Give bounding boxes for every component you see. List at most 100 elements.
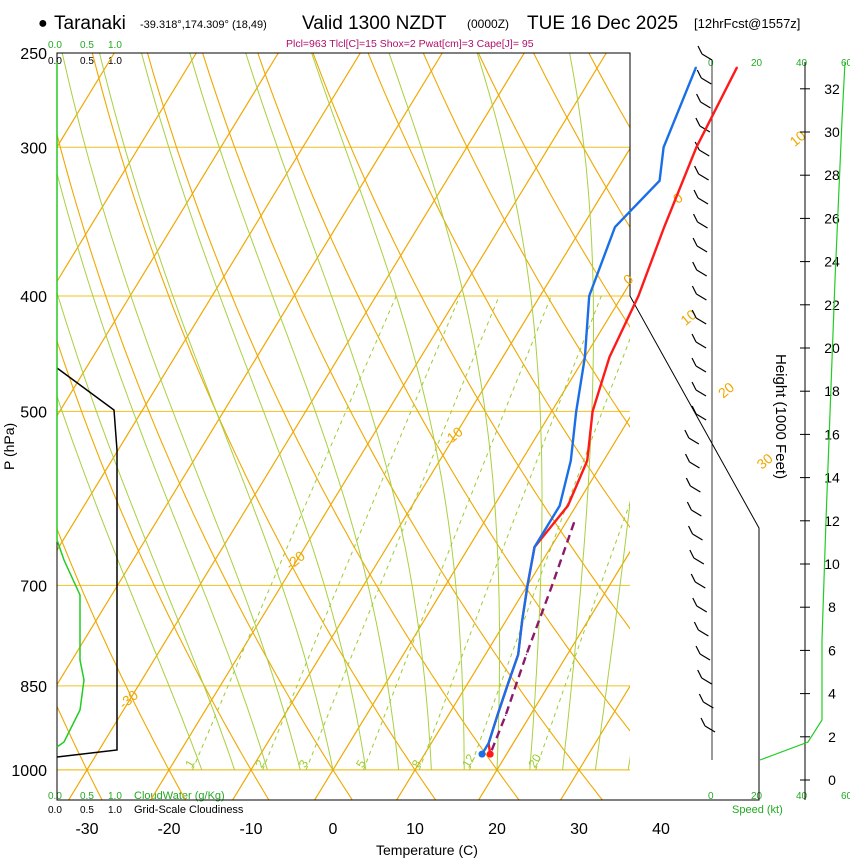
mixing-ratio-line [469, 337, 630, 771]
moist-adiabat-line [562, 53, 594, 770]
mixing-ratio-label: 3 [296, 757, 312, 770]
height-tick-label: 24 [824, 254, 840, 270]
dry-adiabat-line [57, 132, 353, 800]
parcel-line-point [551, 584, 553, 587]
location-coords: -39.318°,174.309° (18,49) [140, 19, 267, 31]
dry-adiabat-line [57, 339, 270, 800]
wind-barb [695, 317, 707, 325]
wind-barb [694, 581, 706, 589]
isotherm-line [57, 53, 361, 552]
height-axis-title: Height (1000 Feet) [772, 354, 789, 479]
cloudiness-label: Grid-Scale Cloudiness [134, 804, 244, 816]
dry-adiabat-line [57, 527, 186, 800]
speed-bottom-tick: 20 [751, 791, 763, 802]
plot-area [57, 53, 630, 800]
dry-adiabat-line [367, 53, 630, 529]
wind-barb-flag [695, 645, 701, 655]
dry-adiabat-line [146, 53, 520, 800]
wind-barb [690, 485, 701, 493]
speed-top-tick: 0 [708, 58, 714, 69]
isotherm-line [560, 685, 630, 800]
cloudiness-top-tick: 0.5 [80, 56, 94, 67]
parcel-line [489, 522, 576, 755]
wind-barb [696, 245, 708, 253]
moist-adiabat-line [594, 499, 630, 770]
temperature-tick-label: 20 [488, 821, 506, 838]
wind-barb-flag [691, 309, 697, 319]
dry-adiabat-line [422, 53, 630, 428]
height-tick-label: 30 [824, 124, 840, 140]
temperature-line [487, 66, 739, 755]
moist-adiabat-line [57, 290, 236, 771]
temperature-tick-label: -10 [239, 821, 262, 838]
cloudiness-bottom-tick: 1.0 [108, 805, 122, 816]
height-tick-label: 0 [828, 772, 836, 788]
wind-speed-profile [759, 61, 846, 761]
wind-barb-flag [688, 525, 694, 535]
dry-adiabat-line [91, 53, 437, 800]
isotherm-line [232, 147, 630, 800]
isotherm-line [68, 53, 525, 800]
mixing-ratio-label: 2 [252, 757, 268, 770]
temperature-tick-label: 0 [329, 821, 338, 838]
wind-barb [692, 533, 703, 541]
wind-barb [698, 149, 710, 157]
wind-barb [695, 389, 707, 397]
temperature-line-point [736, 66, 738, 69]
dewpoint-line-point [569, 459, 572, 462]
mixing-ratio-line [305, 295, 500, 771]
cloudiness-profile [56, 367, 118, 758]
dry-adiabat-line [312, 53, 630, 630]
height-tick-label: 4 [828, 686, 836, 702]
isotherm-line [396, 416, 630, 800]
wind-barb-flag [686, 501, 692, 511]
temperature-line-point [695, 146, 698, 149]
height-tick-label: 12 [824, 513, 840, 529]
mixing-ratio-line [192, 295, 397, 771]
isotherm-line [150, 53, 607, 800]
isotherm-line [57, 53, 443, 686]
wind-barb [689, 461, 700, 469]
wind-barb-flag [691, 381, 697, 391]
wind-barb-flag [696, 69, 702, 79]
dewpoint-line-point [496, 714, 499, 717]
forecast-info: [12hrFcst@1557z] [694, 16, 800, 31]
isotherm-line [478, 550, 630, 800]
wind-barb [701, 677, 713, 685]
moist-adiabat-line [476, 53, 543, 770]
dry-adiabat-line [57, 705, 103, 800]
dewpoint-line-point [614, 226, 616, 228]
stability-indices: Plcl=963 Tlcl[C]=15 Shox=2 Pwat[cm]=3 Ca… [286, 38, 534, 50]
cloudwater-profile [56, 62, 85, 748]
location-title: Taranaki [54, 13, 126, 34]
wind-barb [703, 701, 714, 709]
isotherm-label: 0 [620, 270, 636, 287]
speed-top-tick: 20 [751, 58, 763, 69]
wind-barb-flag [693, 621, 699, 631]
height-tick-label: 2 [828, 729, 836, 745]
valid-date: TUE 16 Dec 2025 [527, 13, 678, 34]
moist-adiabat-line [141, 53, 367, 770]
plot-layer: 1 2 3 5 8 12 20-30-20-100100102030250300400500… [11, 45, 846, 838]
wind-barb [696, 605, 708, 613]
dewpoint-line-point [533, 546, 536, 548]
dewpoint-line-point [575, 410, 578, 413]
dewpoint-line-point [658, 179, 661, 182]
pressure-tick-label: 1000 [11, 763, 47, 780]
wind-barb-flag [691, 405, 697, 415]
wind-barb-flag [689, 549, 695, 559]
height-tick-label: 16 [824, 426, 840, 442]
height-tick-label: 22 [824, 297, 840, 313]
plot-border [56, 52, 760, 801]
dewpoint-line-point [558, 504, 561, 507]
isotherm-line [57, 53, 279, 417]
temperature-tick-label: -20 [157, 821, 180, 838]
wind-barb-flag [695, 117, 701, 127]
temperature-tick-label: 30 [570, 821, 588, 838]
mixing-ratio-line [262, 295, 461, 771]
moist-adiabat-line [57, 171, 268, 771]
dry-adiabat-line [257, 53, 630, 732]
height-tick-label: 28 [824, 167, 840, 183]
wind-barb-flag [685, 477, 691, 487]
dewpoint-line-point [695, 66, 697, 69]
